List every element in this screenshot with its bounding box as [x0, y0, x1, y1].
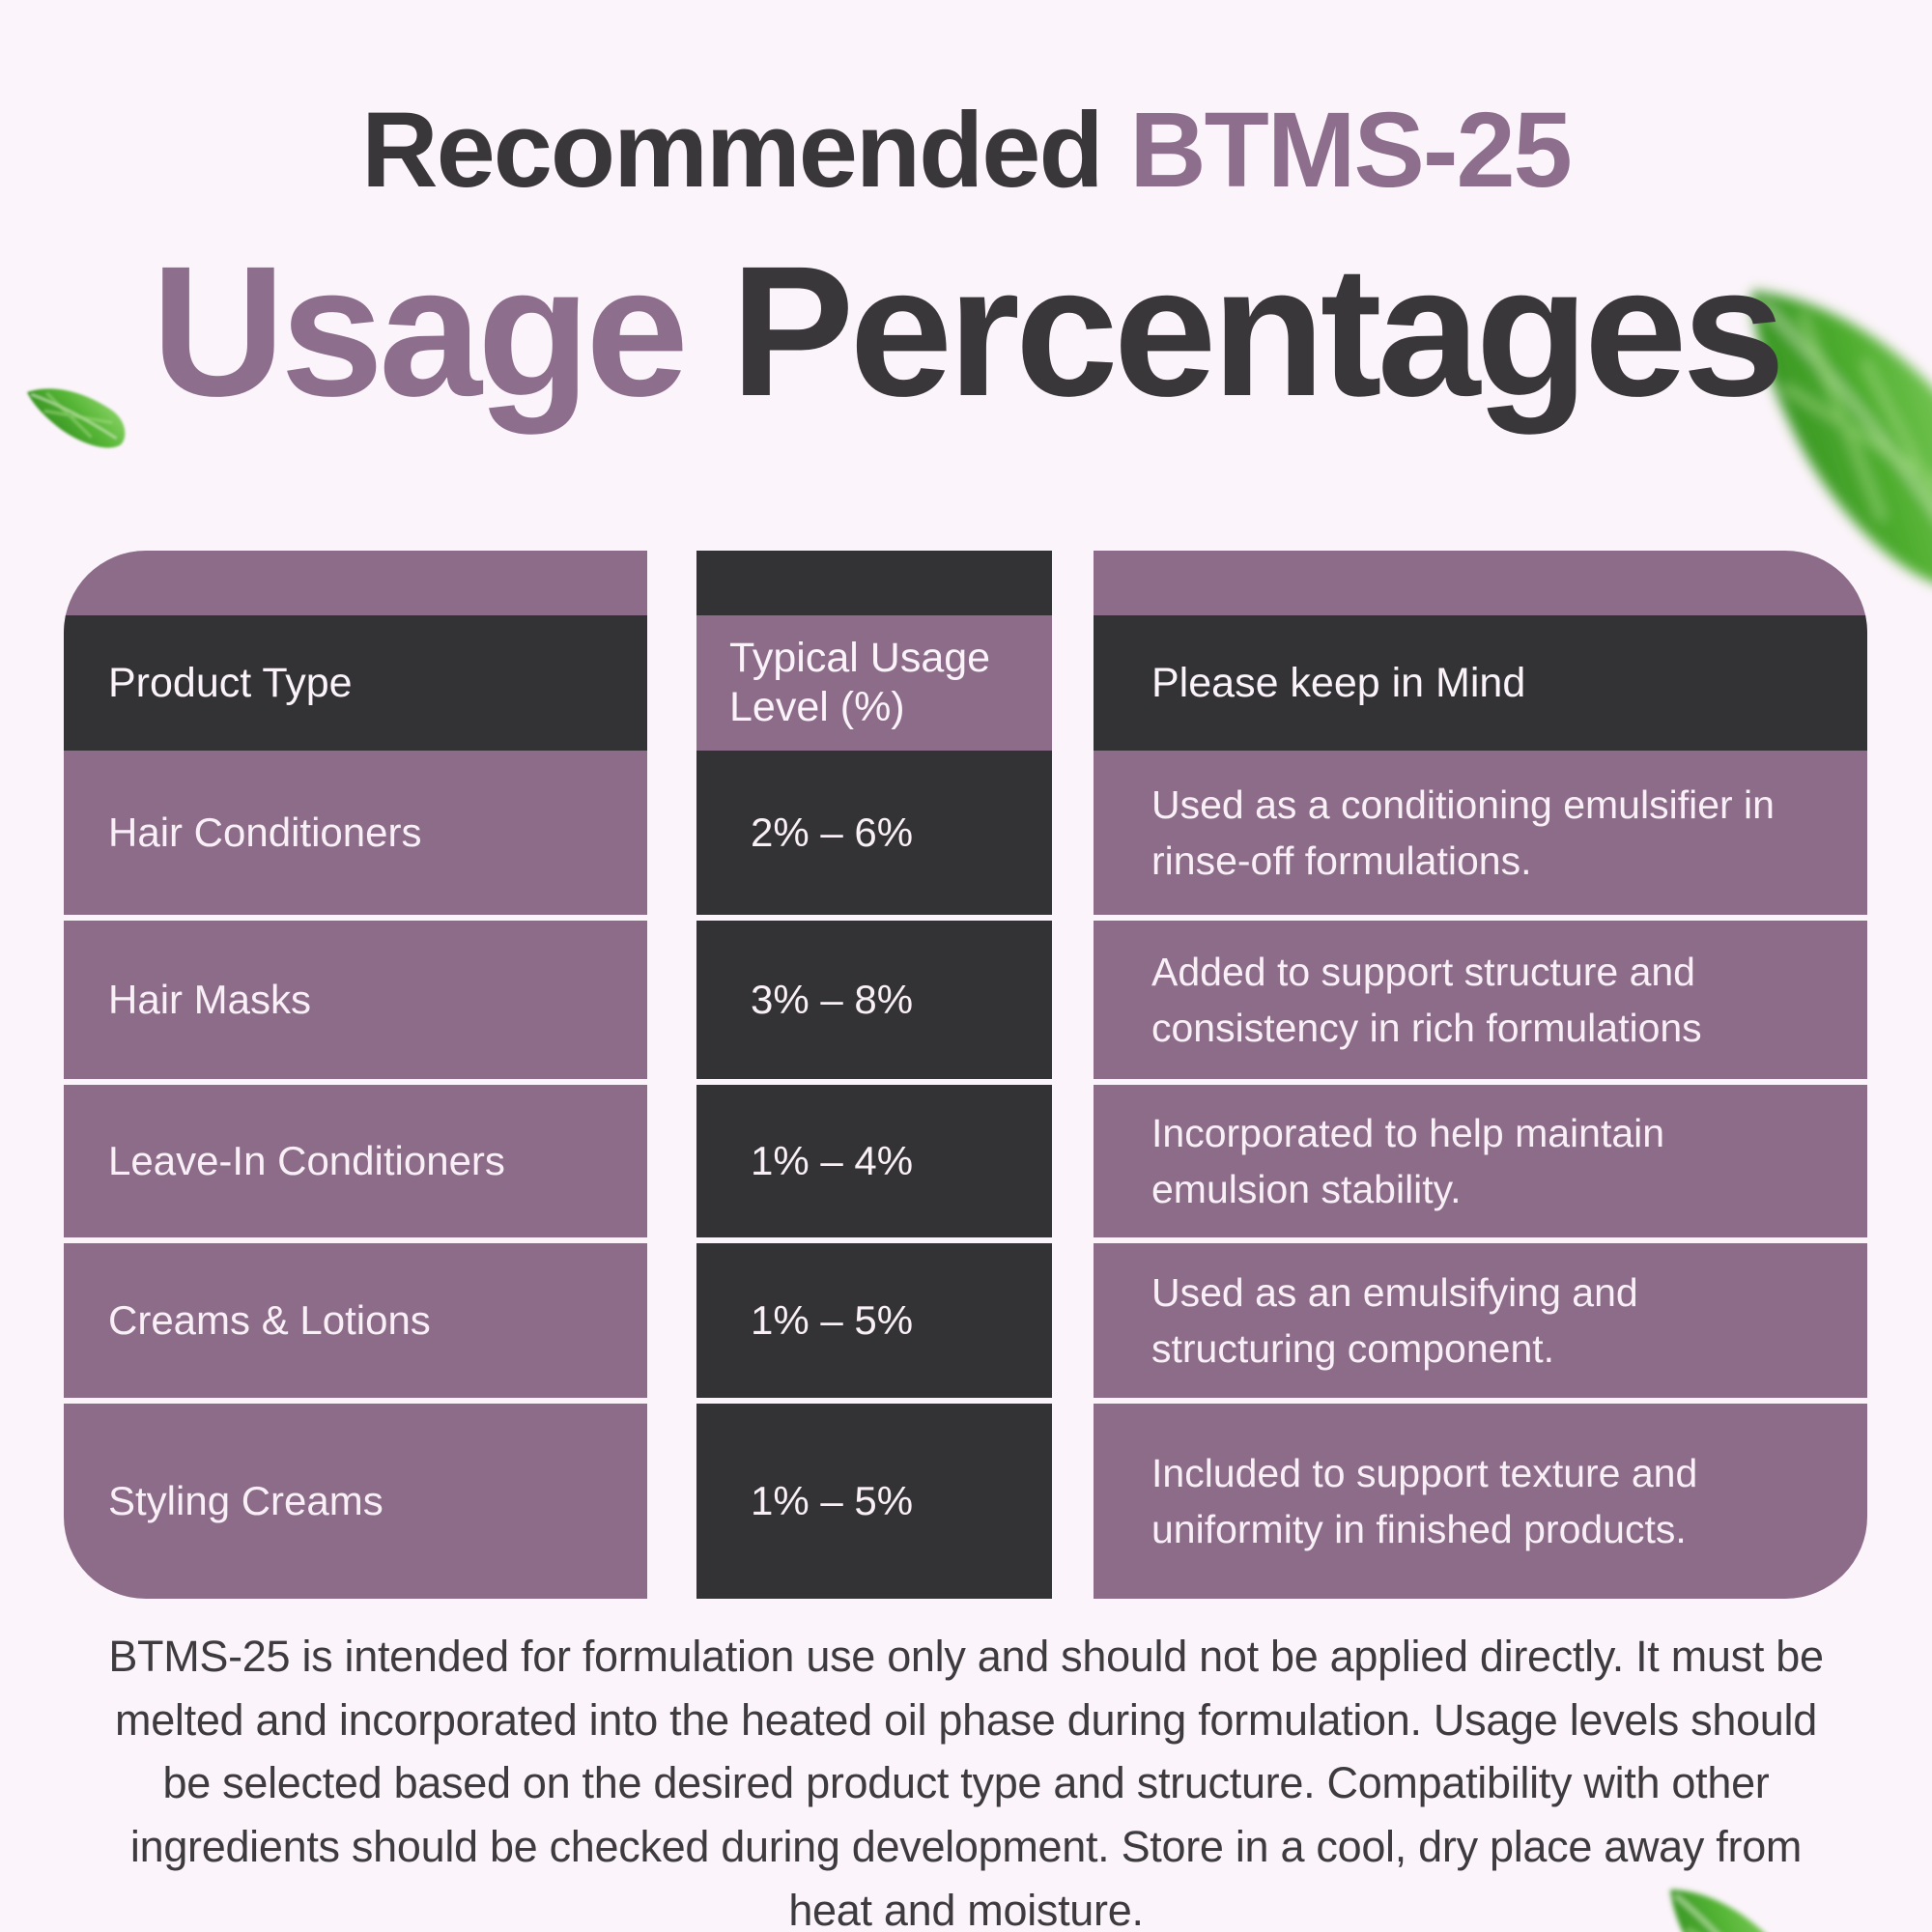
row-divider [696, 1237, 1052, 1243]
page-title-line2: Usage Percentages [0, 225, 1932, 439]
note-cell: Included to support texture and uniformi… [1151, 1450, 1698, 1551]
product-type-column: Product Type Hair Conditioners Hair Mask… [64, 551, 647, 1599]
column-cap [1094, 551, 1867, 615]
note-cell: Used as a conditioning emulsifier in rin… [1151, 781, 1775, 883]
usage-cell: 3% – 8% [751, 977, 914, 1022]
product-cell: Creams & Lotions [108, 1297, 431, 1343]
product-cell: Hair Masks [108, 977, 312, 1022]
usage-cell: 1% – 4% [751, 1138, 914, 1183]
leaf-icon [27, 388, 126, 448]
row-divider [696, 1079, 1052, 1085]
row-divider [1094, 1398, 1867, 1404]
column-cap [696, 551, 1052, 615]
note-cell: Used as an emulsifying and structuring c… [1151, 1269, 1638, 1371]
note-cell: Added to support structure and consisten… [1151, 949, 1702, 1050]
row-divider [64, 1237, 647, 1243]
product-cell: Hair Conditioners [108, 810, 422, 855]
product-cell: Styling Creams [108, 1478, 384, 1523]
row-divider [1094, 915, 1867, 921]
title-usage: Usage [151, 227, 689, 435]
column-header-label: Please keep in Mind [1151, 659, 1526, 706]
row-divider [696, 1398, 1052, 1404]
usage-cell: 1% – 5% [751, 1297, 914, 1343]
row-divider [696, 915, 1052, 921]
notes-column: Please keep in Mind Used as a conditioni… [1094, 551, 1867, 1599]
row-divider [1094, 1079, 1867, 1085]
usage-table: Product Type Hair Conditioners Hair Mask… [64, 551, 1867, 1599]
column-header: Please keep in Mind [1094, 615, 1867, 751]
usage-cell: 1% – 5% [751, 1478, 914, 1523]
title-percentages: Percentages [730, 227, 1785, 435]
usage-level-column: Typical Usage Level (%) 2% – 6% 3% – 8% … [696, 551, 1052, 1599]
usage-cell: 2% – 6% [751, 810, 914, 855]
column-header: Product Type [64, 615, 647, 751]
disclaimer-text: BTMS-25 is intended for formulation use … [108, 1632, 1824, 1932]
title-recommended: Recommended [361, 91, 1104, 210]
title-btms25: BTMS-25 [1129, 91, 1573, 210]
row-divider [1094, 1237, 1867, 1243]
column-header-label: Product Type [108, 659, 353, 706]
row-divider [64, 915, 647, 921]
leaf-icon [1670, 1889, 1805, 1932]
leaf-icon [1751, 291, 1932, 590]
page-title-line1: Recommended BTMS-25 [0, 81, 1932, 219]
product-cell: Leave-In Conditioners [108, 1138, 505, 1183]
column-header: Typical Usage Level (%) [696, 615, 1052, 751]
column-header-label: Typical Usage Level (%) [729, 635, 991, 730]
note-cell: Incorporated to help maintain emulsion s… [1151, 1110, 1665, 1211]
row-divider [64, 1398, 647, 1404]
row-divider [64, 1079, 647, 1085]
column-cap [64, 551, 647, 615]
title-block: Recommended BTMS-25 Usage Percentages [0, 81, 1932, 439]
